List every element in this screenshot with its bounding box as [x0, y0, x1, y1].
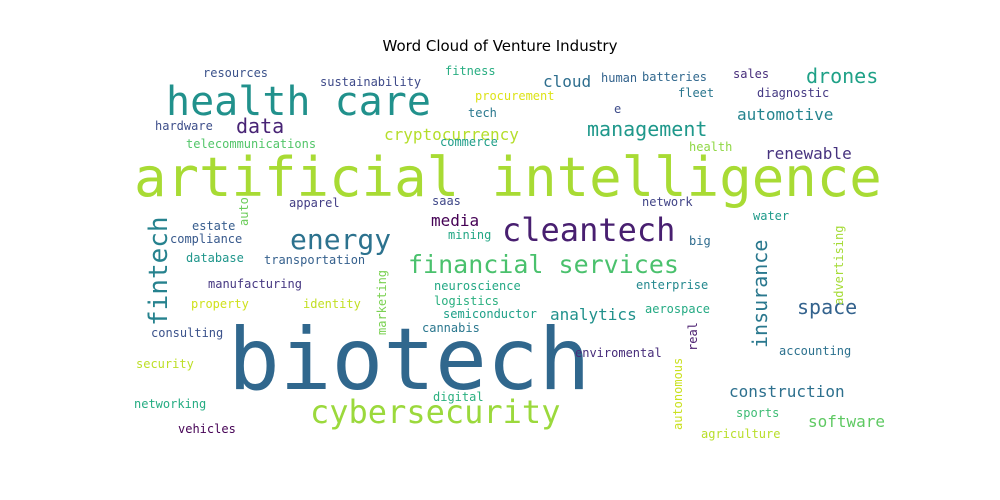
- word-artificial-intelligence: artificial intelligence: [134, 146, 882, 209]
- word-semiconductor: semiconductor: [443, 307, 537, 321]
- word-health-care: health care: [166, 79, 431, 125]
- word-aerospace: aerospace: [645, 302, 710, 316]
- word-energy: energy: [290, 223, 391, 256]
- word-cloud: cloud: [543, 72, 591, 91]
- word-management: management: [587, 117, 707, 141]
- word-biotech: biotech: [228, 310, 590, 410]
- word-autonomous: autonomous: [671, 358, 685, 430]
- word-advertising: advertising: [832, 226, 846, 305]
- word-telecommunications: telecommunications: [186, 137, 316, 151]
- word-e: e: [614, 102, 621, 116]
- word-compliance: compliance: [170, 232, 242, 246]
- word-apparel: apparel: [289, 196, 340, 210]
- word-logistics: logistics: [434, 294, 499, 308]
- word-cybersecurity: cybersecurity: [310, 393, 560, 431]
- word-hardware: hardware: [155, 119, 213, 133]
- word-space: space: [797, 295, 857, 319]
- word-estate: estate: [192, 219, 235, 233]
- word-automotive: automotive: [737, 105, 833, 124]
- word-database: database: [186, 251, 244, 265]
- word-diagnostic: diagnostic: [757, 86, 829, 100]
- word-marketing: marketing: [375, 270, 389, 335]
- word-networking: networking: [134, 397, 206, 411]
- word-analytics: analytics: [550, 305, 637, 324]
- word-transportation: transportation: [264, 253, 365, 267]
- word-mining: mining: [448, 228, 491, 242]
- word-cleantech: cleantech: [502, 211, 675, 249]
- word-manufacturing: manufacturing: [208, 277, 302, 291]
- word-sports: sports: [736, 406, 779, 420]
- word-commerce: commerce: [440, 135, 498, 149]
- word-neuroscience: neuroscience: [434, 279, 521, 293]
- word-vehicles: vehicles: [178, 422, 236, 436]
- word-fitness: fitness: [445, 64, 496, 78]
- word-health: health: [689, 140, 732, 154]
- word-agriculture: agriculture: [701, 427, 780, 441]
- word-digital: digital: [433, 390, 484, 404]
- word-construction: construction: [729, 382, 845, 401]
- word-drones: drones: [806, 64, 878, 88]
- word-fintech: fintech: [144, 216, 174, 326]
- word-fleet: fleet: [678, 86, 714, 100]
- word-media: media: [431, 211, 479, 230]
- word-real: real: [686, 322, 700, 351]
- word-sustainability: sustainability: [320, 75, 421, 89]
- word-data: data: [236, 114, 284, 138]
- word-accounting: accounting: [779, 344, 851, 358]
- word-water: water: [753, 209, 789, 223]
- word-software: software: [808, 412, 885, 431]
- word-cryptocurrency: cryptocurrency: [384, 125, 519, 144]
- word-enviromental: enviromental: [575, 346, 662, 360]
- word-network: network: [642, 195, 693, 209]
- word-security: security: [136, 357, 194, 371]
- word-tech: tech: [468, 106, 497, 120]
- word-human: human: [601, 71, 637, 85]
- word-property: property: [191, 297, 249, 311]
- word-procurement: procurement: [475, 89, 554, 103]
- word-insurance: insurance: [748, 240, 772, 348]
- word-sales: sales: [733, 67, 769, 81]
- word-renewable: renewable: [765, 144, 852, 163]
- word-cannabis: cannabis: [422, 321, 480, 335]
- word-identity: identity: [303, 297, 361, 311]
- word-financial-services: financial services: [408, 250, 679, 279]
- word-auto: auto: [237, 197, 251, 226]
- word-resources: resources: [203, 66, 268, 80]
- word-big: big: [689, 234, 711, 248]
- chart-title: Word Cloud of Venture Industry: [382, 37, 618, 55]
- word-saas: saas: [432, 194, 461, 208]
- word-consulting: consulting: [151, 326, 223, 340]
- word-batteries: batteries: [642, 70, 707, 84]
- word-enterprise: enterprise: [636, 278, 708, 292]
